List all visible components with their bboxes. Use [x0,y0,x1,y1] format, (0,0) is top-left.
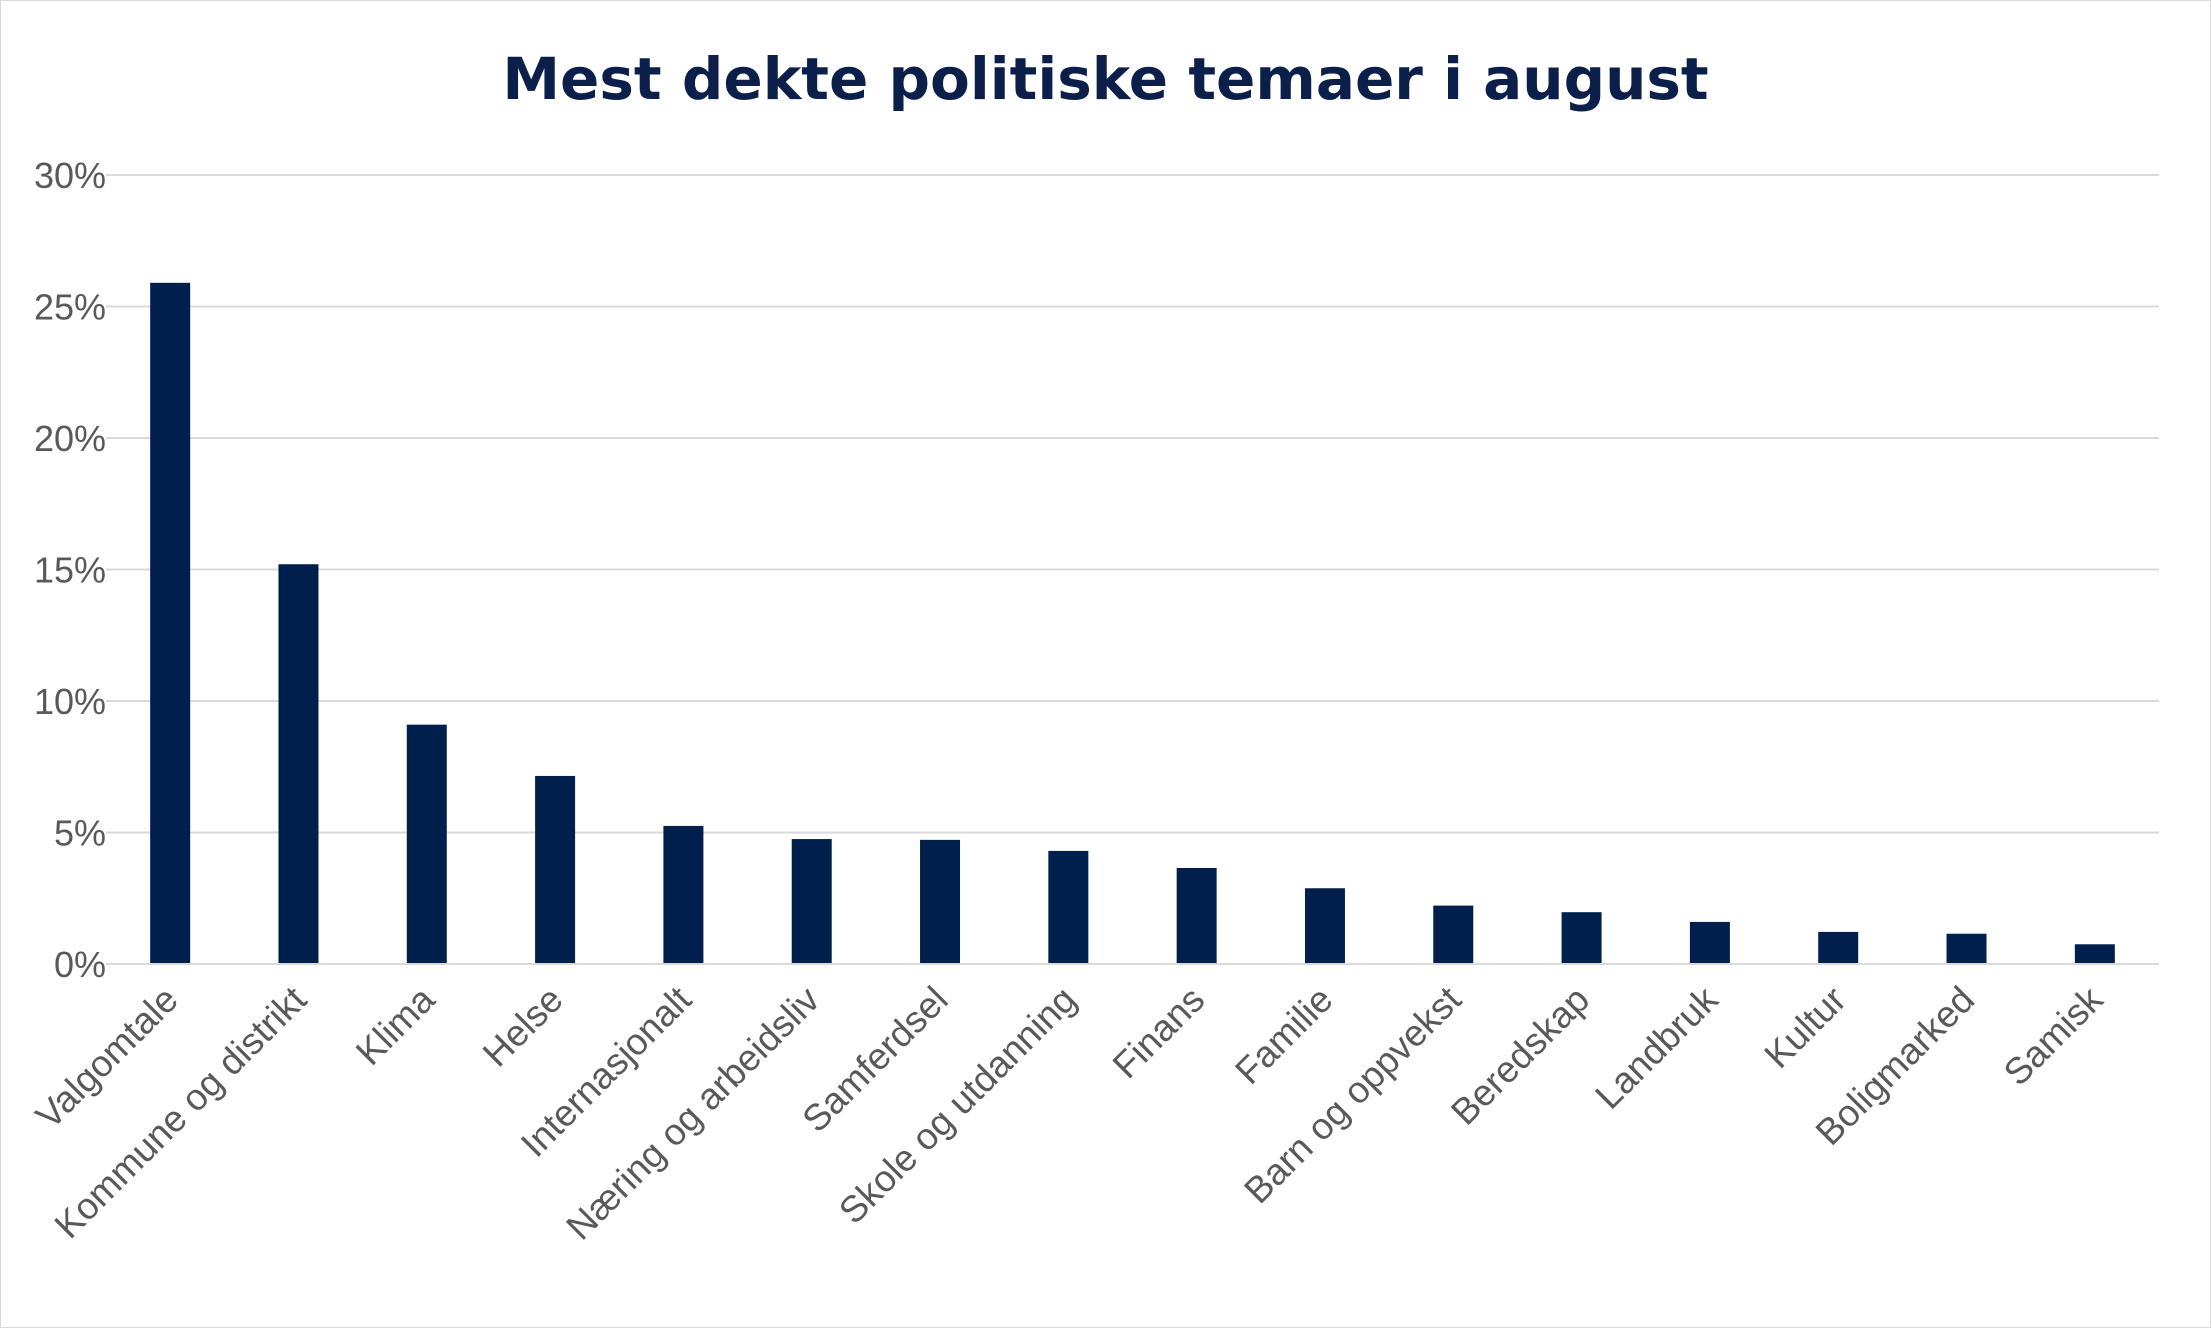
bar [150,282,191,965]
x-tick-label: Skole og utdanning [831,979,1084,1232]
bar [1689,921,1730,964]
x-tick-label: Barn og oppvekst [1236,978,1469,1211]
x-tick-label: Samisk [1996,978,2111,1093]
chart-title: Mest dekte politiske temaer i august [502,45,1709,113]
bar [1048,850,1089,964]
bar [791,839,832,964]
y-tick-label: 10% [34,681,106,722]
bar [920,839,961,964]
x-tick-label: Helse [475,979,571,1075]
x-tick-label: Finans [1105,979,1213,1087]
bar [1946,933,1987,964]
x-tick-label: Beredskap [1443,979,1597,1133]
bar [1176,868,1217,964]
bar [1561,912,1602,964]
x-tick-label: Klima [348,978,443,1073]
bar [663,825,704,964]
y-axis-ticks: 0% 5% 10% 15% 20% 25% 30% [34,155,106,985]
bars [150,282,2115,965]
bar [1433,905,1474,964]
y-tick-label: 30% [34,155,106,196]
y-tick-label: 25% [34,287,106,328]
y-tick-label: 20% [34,418,106,459]
y-tick-label: 5% [54,813,106,854]
x-tick-label: Næring og arbeidsliv [558,978,827,1247]
bar [1304,888,1345,964]
x-tick-label: Familie [1227,979,1340,1092]
bar [535,775,576,964]
x-tick-label: Kommune og distrikt [47,978,315,1246]
x-tick-label: Kultur [1757,979,1854,1076]
bar [406,724,447,964]
gridlines [106,174,2159,834]
y-tick-label: 15% [34,550,106,591]
bar [278,564,319,964]
x-tick-label: Landbruk [1587,978,1725,1116]
y-tick-label: 0% [54,944,106,985]
bar [1818,931,1859,964]
bar [2074,944,2115,964]
